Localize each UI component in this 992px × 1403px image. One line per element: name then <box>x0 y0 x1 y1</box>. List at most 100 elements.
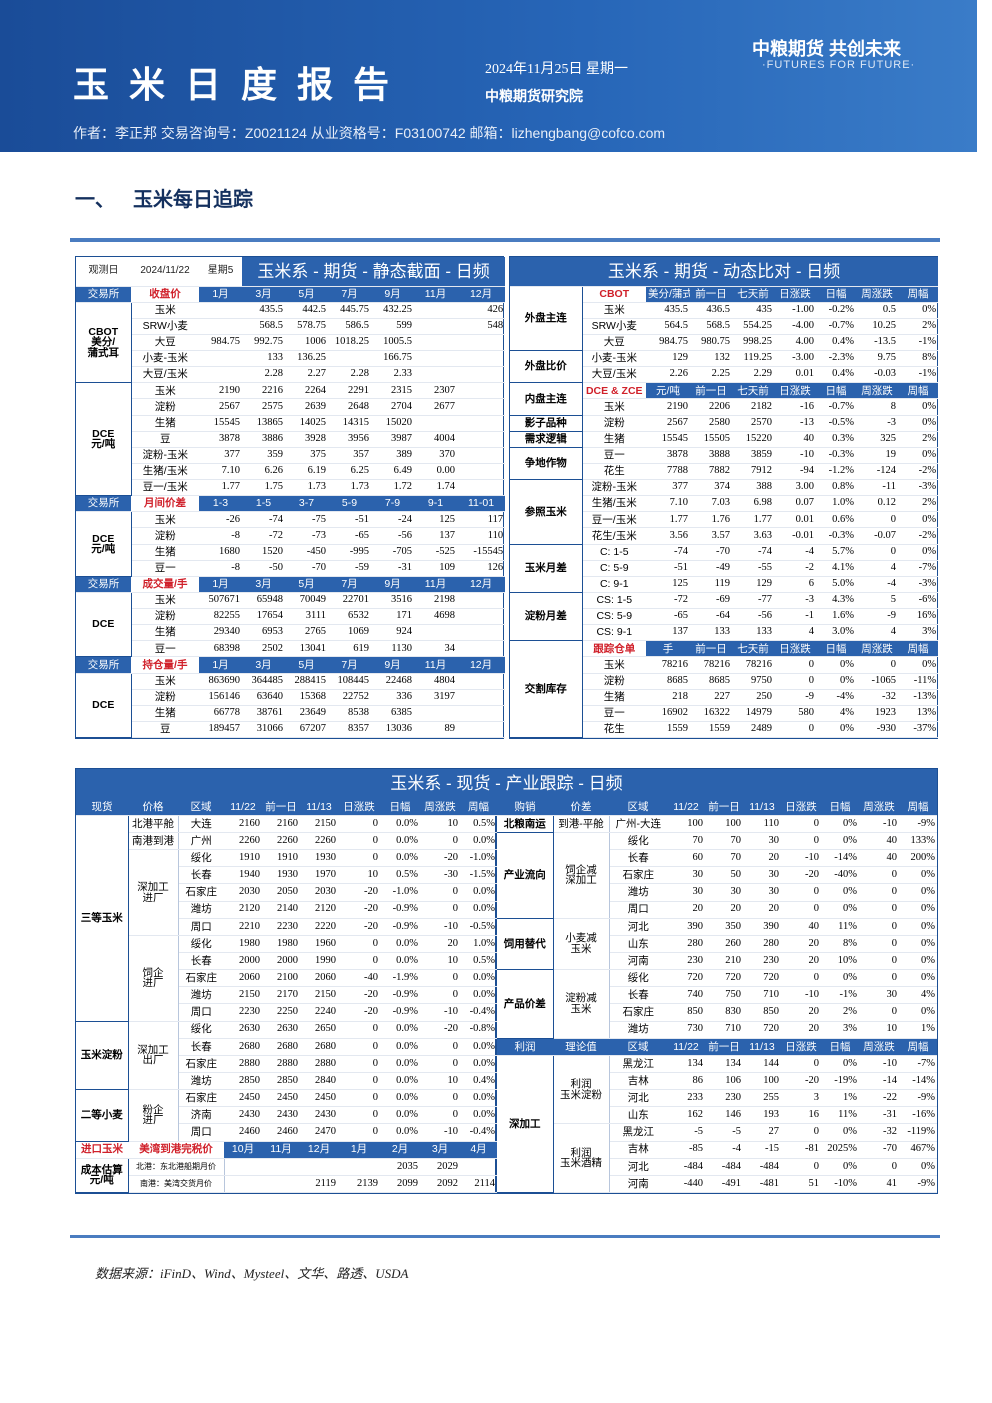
cell: 16 <box>781 1106 821 1125</box>
cell: 大豆 <box>131 334 199 352</box>
cell: 绥化 <box>178 935 224 954</box>
cell: 580 <box>774 705 816 722</box>
cell: 豆一/玉米 <box>131 479 199 497</box>
cell: -13 <box>774 415 816 432</box>
cell: 1910 <box>262 849 300 868</box>
cell: 豆一 <box>582 447 646 464</box>
cell: 280 <box>743 935 781 954</box>
cell: 110 <box>457 527 506 545</box>
cell: 1559 <box>690 721 732 739</box>
cell: -484 <box>667 1158 705 1176</box>
header-row: 利润 理论值 区域 11/22 前一日 11/13 日涨跌 日幅 周涨跌 周幅 <box>497 1038 937 1056</box>
cell: 68398 <box>199 640 242 658</box>
cell: -4 <box>774 544 816 561</box>
cell: 0.0% <box>380 952 420 971</box>
cell <box>457 447 506 464</box>
header-cell: 前一日 <box>690 382 732 400</box>
row: 石家庄 30 50 30 -20 -40% 0 0% <box>497 866 937 885</box>
header-cell: 周幅 <box>898 640 939 658</box>
cell: 924 <box>371 624 414 642</box>
cell: 125 <box>646 576 690 593</box>
header-cell: 周幅 <box>898 382 939 400</box>
cell: 166.75 <box>371 350 414 368</box>
cell: 0 <box>781 832 821 851</box>
row: 大豆/玉米 2.26 2.25 2.29 0.01 0.4% -0.03 -1% <box>510 366 939 384</box>
header-cell: 周涨跌 <box>856 382 898 400</box>
cell: 0 <box>420 1106 460 1125</box>
cell: 15545 <box>646 431 690 448</box>
header-row: 交易所 持仓量/手 1月 3月 5月 7月 9月 11月 12月 <box>76 656 506 674</box>
spot-table: 玉米系 - 现货 - 产业跟踪 - 日频 现货 价格 区域 11/22 前一日 11/13… <box>75 768 938 1194</box>
row: 吉林 86 106 100 -20 -19% -14 -14% <box>497 1072 937 1091</box>
row: 石家庄 2880 2880 2880 0 0.0% 0 0.0% <box>76 1055 497 1074</box>
row: 深加工 利润 玉米淀粉 黑龙江 134 134 144 0 0% -10 -7% <box>497 1055 937 1194</box>
cell: 2230 <box>224 1003 262 1022</box>
cell: -11 <box>856 479 898 497</box>
cell: -19% <box>821 1072 859 1091</box>
group-label: 饲用替代 <box>497 918 554 971</box>
row: 河北 -484 -484 -484 0 0% 0 0% <box>497 1158 937 1176</box>
cell: 0 <box>338 849 380 868</box>
row: DCE 元/吨 玉米 2190 2216 2264 2291 2315 2307 <box>76 382 506 497</box>
row: 山东 280 260 280 20 8% 0 0% <box>497 935 937 954</box>
header-cell: 成交量/手 <box>131 576 199 593</box>
cell: 豆一 <box>131 560 199 577</box>
cell: 生猪 <box>131 415 199 432</box>
cell: 78216 <box>646 656 690 674</box>
group-label: 需求逻辑 <box>510 431 583 448</box>
cell: -65 <box>646 608 690 626</box>
cell <box>457 689 506 706</box>
cell: -1.0% <box>460 849 497 868</box>
cell: 0 <box>338 1089 380 1108</box>
header-cell: 区域 <box>609 799 667 816</box>
cell: SRW小麦 <box>131 318 199 335</box>
cell: 0% <box>821 883 859 902</box>
header-cell: 5月 <box>285 656 328 674</box>
sub-label: 淀粉减 玉米 <box>553 969 610 1039</box>
cell: 280 <box>667 935 705 954</box>
cell: -4% <box>816 689 856 706</box>
cell: 0.0% <box>380 1123 420 1142</box>
observe: 观测日 <box>76 257 131 287</box>
cell: 710 <box>705 1021 743 1039</box>
cell: 山东 <box>609 935 667 954</box>
cell <box>338 1158 380 1176</box>
header-cell: 12月 <box>457 576 506 593</box>
cell: -3 <box>856 415 898 432</box>
cell: 16% <box>898 608 939 626</box>
group-label: 三等玉米 <box>76 815 129 1022</box>
header-cell: 周涨跌 <box>859 1038 899 1056</box>
cell: 6532 <box>328 608 371 626</box>
cell: 0.0% <box>460 1038 497 1056</box>
table-title: 玉米系 - 期货 - 静态截面 - 日频 <box>242 257 506 287</box>
cell: 2430 <box>224 1106 262 1125</box>
cell: 0 <box>859 1158 899 1176</box>
cell: 189457 <box>199 721 242 739</box>
group-label: 外盘比价 <box>510 350 583 384</box>
cell: 8% <box>821 935 859 954</box>
cell: 0.0% <box>460 1089 497 1108</box>
cell: 玉米 <box>582 302 646 319</box>
cell: -15 <box>743 1141 781 1159</box>
spot-title: 玉米系 - 现货 - 产业跟踪 - 日频 <box>76 769 937 799</box>
slogan: ·FUTURES FOR FUTURE· <box>762 59 916 71</box>
row: 周口 20 20 20 0 0% 0 0% <box>497 901 937 919</box>
row: 豆一 68398 2502 13041 619 1130 34 <box>76 640 506 658</box>
cell: 0% <box>899 969 937 988</box>
row: 花生/玉米 3.56 3.57 3.63 -0.01 -0.3% -0.07 -2% <box>510 527 939 545</box>
cell: 0 <box>856 511 898 529</box>
cell: -20 <box>781 866 821 885</box>
cell: 7.10 <box>646 495 690 513</box>
cell: 0 <box>774 721 816 739</box>
rule <box>70 238 940 242</box>
cell: 淀粉 <box>131 608 199 626</box>
row: 潍坊 2150 2170 2150 -20 -0.9% 0 0.0% <box>76 986 497 1005</box>
cell: 364485 <box>242 673 285 690</box>
cell: 2260 <box>224 832 262 851</box>
header-cell: 3月 <box>242 656 285 674</box>
cell: 2060 <box>300 969 338 988</box>
cell: 0 <box>338 1038 380 1056</box>
cell: -20 <box>338 901 380 919</box>
cell: 70 <box>705 832 743 851</box>
cell: 3987 <box>371 431 414 448</box>
